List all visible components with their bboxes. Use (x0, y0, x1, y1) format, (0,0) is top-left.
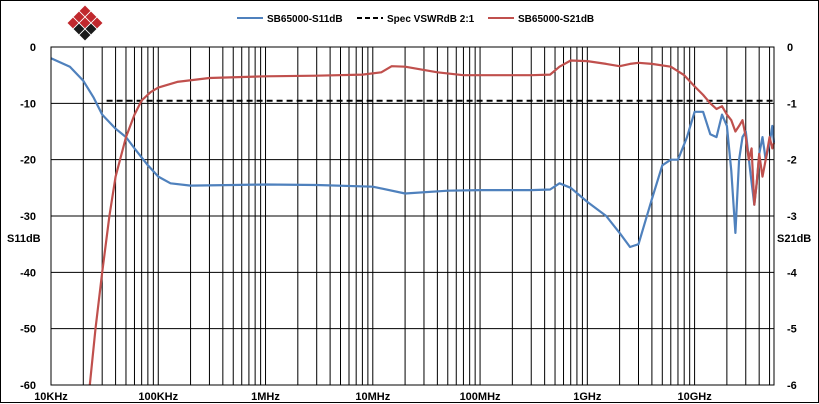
x-tick-label: 10GHz (677, 391, 712, 403)
legend-label: SB65000-S21dB (518, 14, 594, 25)
x-tick-label: 1MHz (251, 391, 280, 403)
y-left-tick-label: -40 (20, 267, 36, 279)
y-right-tick-label: -3 (787, 211, 797, 223)
series-line-sb65000-s21db (88, 59, 776, 386)
y-right-tick-label: -2 (787, 155, 797, 167)
y-right-tick-label: -4 (787, 267, 798, 279)
left-axis: 0 -10 -20 -30 -40 -50 -60 (20, 42, 36, 392)
series-layer (50, 57, 776, 386)
diamond-logo (66, 4, 104, 42)
y-left-tick-label: -60 (20, 380, 36, 392)
y-right-tick-label: -1 (787, 98, 797, 110)
y-left-tick-label: -50 (20, 324, 36, 336)
legend-label: Spec VSWRdB 2:1 (387, 14, 475, 25)
x-tick-label: 1GHz (573, 391, 602, 403)
legend-label: SB65000-S11dB (267, 14, 343, 25)
x-tick-label: 10KHz (34, 391, 68, 403)
logo-diamond (78, 28, 92, 42)
y-left-tick-label: -20 (20, 155, 36, 167)
y-right-tick-label: 0 (787, 42, 793, 54)
x-tick-label: 100KHz (138, 391, 178, 403)
right-axis: 0 -1 -2 -3 -4 -5 -6 (787, 42, 798, 392)
x-tick-label: 10MHz (355, 391, 390, 403)
x-tick-label: 100MHz (460, 391, 501, 403)
y-left-tick-label: -30 (20, 211, 36, 223)
y-left-tick-label: -10 (20, 98, 36, 110)
y-axis-left-title: S11dB (7, 233, 41, 245)
y-left-tick-label: 0 (30, 42, 36, 54)
y-right-tick-label: -5 (787, 324, 797, 336)
plot-frame (50, 46, 775, 386)
y-right-tick-label: -6 (787, 380, 797, 392)
legend: SB65000-S11dB Spec VSWRdB 2:1 SB65000-S21d… (237, 14, 594, 25)
grid (50, 46, 774, 386)
y-axis-right-title: S21dB (777, 233, 811, 245)
x-axis: 10KHz 100KHz 1MHz 10MHz 100MHz 1GHz 10GHz (34, 391, 712, 403)
